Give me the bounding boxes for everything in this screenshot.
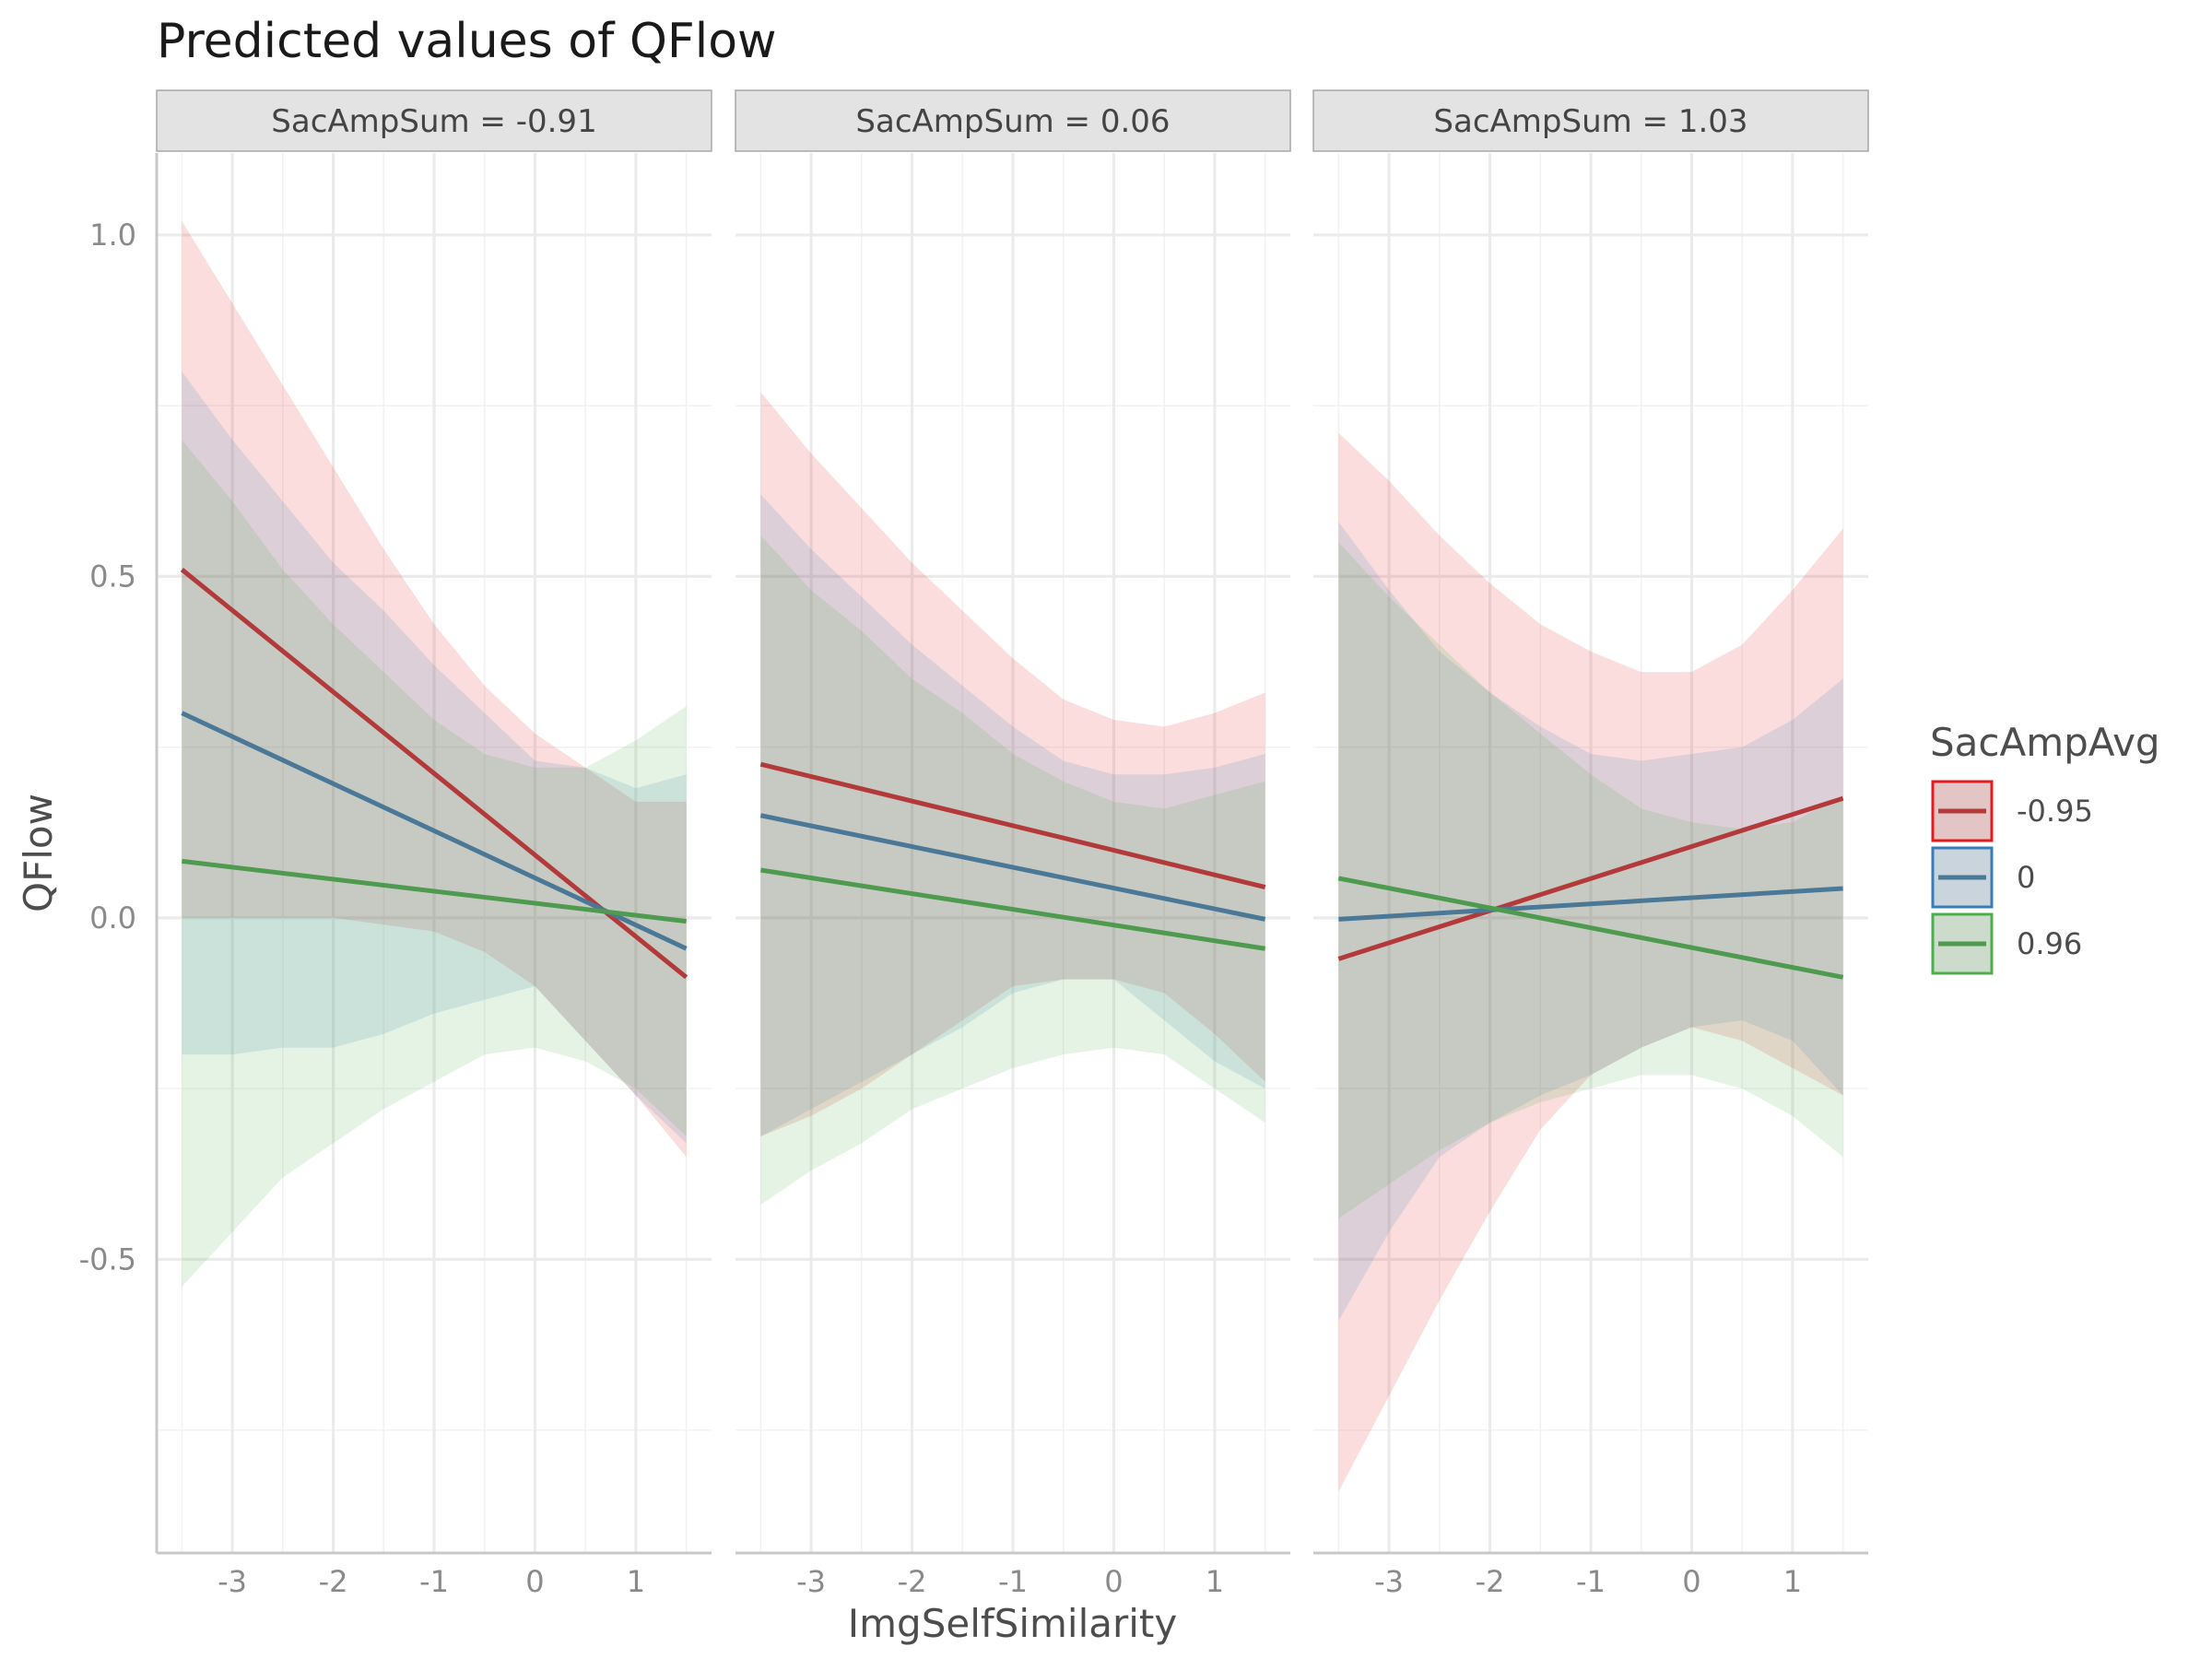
prediction-line-high (182, 858, 687, 924)
x-tick-label: -1 (998, 1564, 1028, 1599)
facet-panel: SacAmpSum = 1.03 -3 -2 -1 0 1 (1312, 89, 1869, 1599)
confidence-band-low (182, 221, 687, 1158)
x-tick-label: -2 (1476, 1564, 1505, 1599)
legend-title: SacAmpAvg (1930, 720, 2160, 765)
plot-title: Predicted values of QFlow (157, 14, 777, 69)
x-tick-label: 0 (1104, 1564, 1123, 1599)
y-tick-label: 0.0 (89, 900, 136, 935)
confidence-band-high (182, 440, 687, 1288)
facet-strip (735, 89, 1291, 152)
facet-strip-label: SacAmpSum = -0.91 (271, 103, 596, 140)
x-tick-label: -2 (319, 1564, 348, 1599)
legend: SacAmpAvg -0.95 0 0.96 (1930, 720, 2160, 975)
confidence-band-mid (760, 494, 1265, 1137)
legend-label: 0 (2017, 860, 2035, 895)
x-tick-label: -2 (898, 1564, 927, 1599)
x-tick-label: -1 (419, 1564, 449, 1599)
x-tick-label: 1 (1783, 1564, 1802, 1599)
x-tick-label: 0 (525, 1564, 544, 1599)
facet-strip (1312, 89, 1869, 152)
confidence-band-mid (182, 371, 687, 1144)
x-tick-label: -3 (1374, 1564, 1404, 1599)
x-tick-label: -1 (1576, 1564, 1606, 1599)
x-tick-label: 0 (1682, 1564, 1700, 1599)
legend-label: -0.95 (2017, 794, 2093, 829)
facet-strip-label: SacAmpSum = 1.03 (1433, 103, 1747, 140)
y-tick-label: 1.0 (89, 218, 136, 253)
prediction-line-low (759, 761, 1266, 889)
facet-panel: SacAmpSum = -0.91 -3 -2 -1 0 1 -0.5 0.0 0.5 1.0 (79, 89, 712, 1599)
legend-label: 0.96 (2017, 926, 2082, 961)
confidence-band-low (1338, 432, 1843, 1492)
y-tick-label: -0.5 (79, 1241, 136, 1277)
y-tick-label: 0.5 (89, 559, 136, 594)
y-axis-title: QFlow (16, 794, 61, 912)
facet-strip-label: SacAmpSum = 0.06 (855, 103, 1170, 140)
confidence-band-high (760, 535, 1265, 1206)
prediction-line-mid (759, 813, 1266, 922)
x-tick-label: 1 (1206, 1564, 1224, 1599)
x-tick-label: -3 (218, 1564, 247, 1599)
confidence-band-low (760, 392, 1265, 1137)
x-axis-title: ImgSelfSimilarity (848, 1601, 1178, 1646)
x-tick-label: -3 (796, 1564, 826, 1599)
prediction-line-high (759, 867, 1266, 951)
prediction-line-high (1337, 876, 1844, 980)
x-tick-label: 1 (627, 1564, 645, 1599)
facet-strip (156, 89, 712, 152)
facet-panels: SacAmpSum = -0.91-3 -2 -1 0 1-0.50.00.51.0Sa… (79, 89, 1869, 1599)
confidence-band-mid (1338, 522, 1843, 1322)
prediction-line-mid (1338, 886, 1843, 922)
prediction-line-low (1337, 795, 1844, 961)
facet-panel: SacAmpSum = 0.06 -3 -2 -1 0 1 (735, 89, 1291, 1599)
